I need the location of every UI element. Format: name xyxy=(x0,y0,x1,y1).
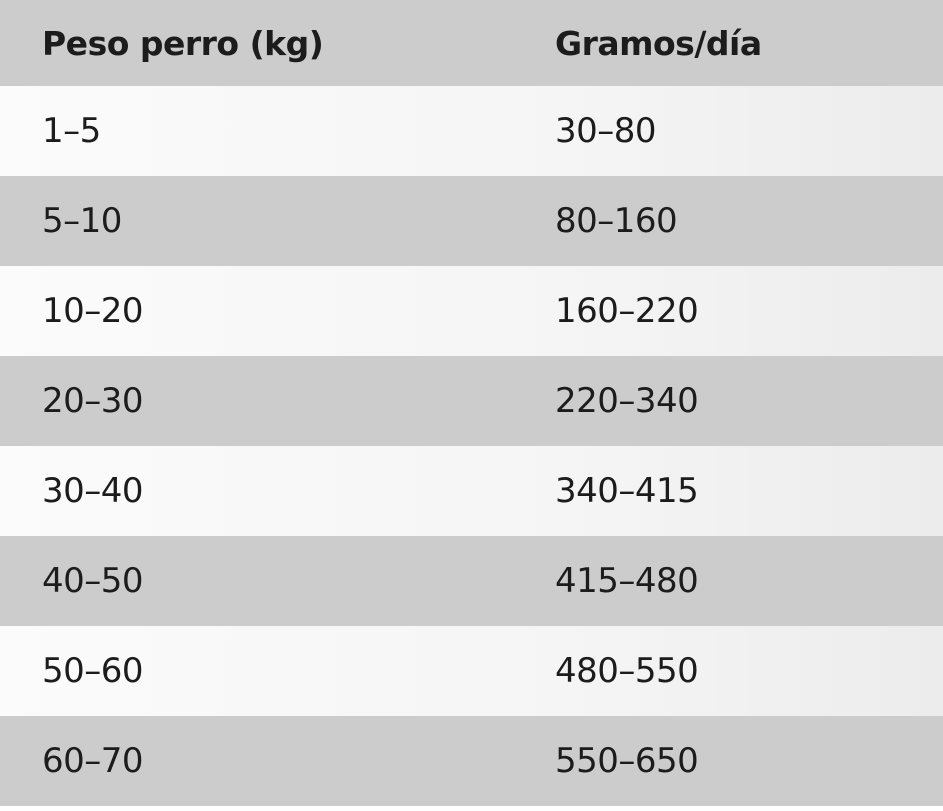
table-cell: 40–50 xyxy=(42,561,144,601)
table-row: 1–5 30–80 xyxy=(0,86,943,176)
table-row: 40–50 415–480 xyxy=(0,536,943,626)
table-row: 5–10 80–160 xyxy=(0,176,943,266)
table-cell: 10–20 xyxy=(42,291,144,331)
table-cell: 30–40 xyxy=(42,471,144,511)
table-cell: 1–5 xyxy=(42,111,101,151)
table-cell: 60–70 xyxy=(42,741,144,781)
table-row: 20–30 220–340 xyxy=(0,356,943,446)
table-cell: 220–340 xyxy=(555,381,699,421)
table-row: 30–40 340–415 xyxy=(0,446,943,536)
header-cell: Peso perro (kg) xyxy=(42,23,324,63)
header-row: Peso perro (kg) Gramos/día xyxy=(0,0,943,86)
table-cell: 30–80 xyxy=(555,111,657,151)
table-row: 50–60 480–550 xyxy=(0,626,943,716)
header-cell: Gramos/día xyxy=(555,23,762,63)
table-cell: 5–10 xyxy=(42,201,122,241)
table-cell: 480–550 xyxy=(555,651,699,691)
table-cell: 550–650 xyxy=(555,741,699,781)
table-cell: 415–480 xyxy=(555,561,699,601)
table-cell: 50–60 xyxy=(42,651,144,691)
table-cell: 160–220 xyxy=(555,291,699,331)
table-row: 10–20 160–220 xyxy=(0,266,943,356)
table-cell: 20–30 xyxy=(42,381,144,421)
table-cell: 80–160 xyxy=(555,201,678,241)
table-row: 60–70 550–650 xyxy=(0,716,943,806)
table-cell: 340–415 xyxy=(555,471,699,511)
